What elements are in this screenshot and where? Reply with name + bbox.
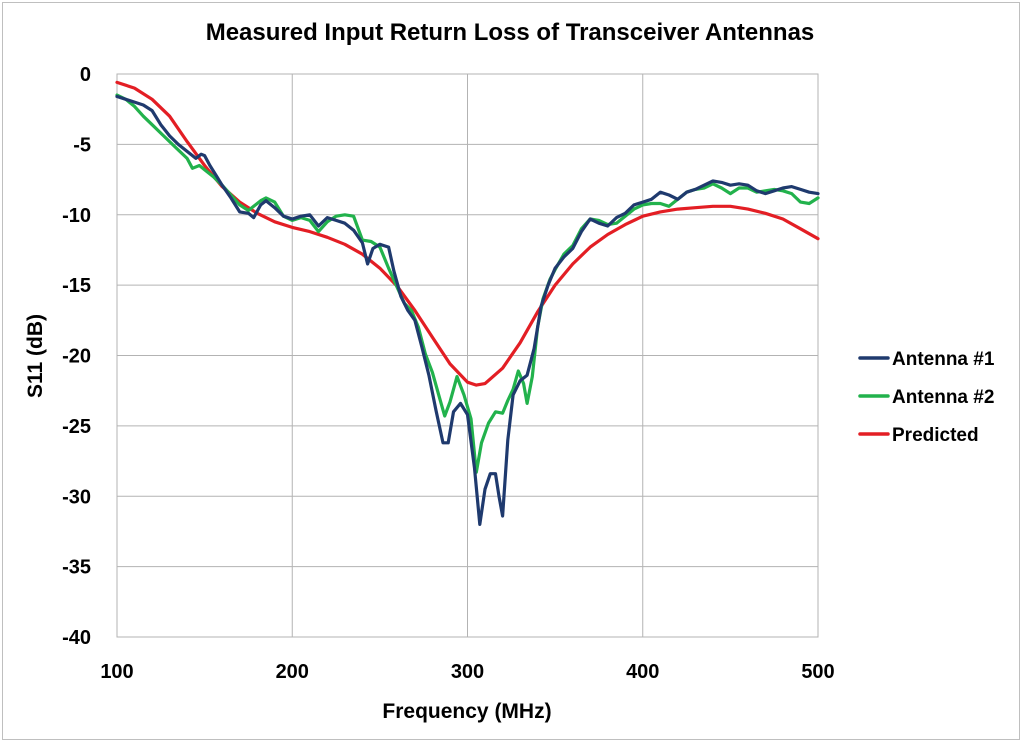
y-axis-ticks: 0 -5 -10 -15 -20 -25 -30 -35 -40	[62, 64, 91, 649]
y-tick-label: -35	[62, 557, 91, 579]
chart-title: Measured Input Return Loss of Transceive…	[206, 19, 815, 46]
x-tick-label: 300	[451, 661, 484, 683]
y-tick-label: -30	[62, 486, 91, 508]
y-tick-label: -25	[62, 416, 91, 438]
x-axis-ticks: 100 200 300 400 500	[100, 661, 834, 683]
x-tick-label: 500	[801, 661, 834, 683]
gridlines	[116, 73, 819, 638]
x-tick-label: 400	[626, 661, 659, 683]
y-tick-label: -20	[62, 346, 91, 368]
legend-label-antenna-1: Antenna #1	[892, 349, 995, 370]
series-lines	[115, 80, 820, 526]
y-axis-label: S11 (dB)	[24, 314, 47, 398]
legend-label-predicted: Predicted	[892, 425, 979, 446]
legend: Antenna #1 Antenna #2 Predicted	[858, 349, 995, 446]
x-axis-label: Frequency (MHz)	[382, 700, 551, 723]
y-tick-label: 0	[80, 64, 91, 86]
x-tick-label: 100	[100, 661, 133, 683]
plot-area	[116, 73, 819, 638]
plot-area-border	[116, 73, 819, 638]
y-tick-label: -15	[62, 275, 91, 297]
y-tick-label: -40	[62, 627, 91, 649]
y-tick-label: -10	[62, 205, 91, 227]
y-tick-label: -5	[73, 134, 91, 156]
x-tick-label: 200	[276, 661, 309, 683]
series-line-antenna-1	[115, 94, 820, 526]
legend-label-antenna-2: Antenna #2	[892, 387, 994, 408]
